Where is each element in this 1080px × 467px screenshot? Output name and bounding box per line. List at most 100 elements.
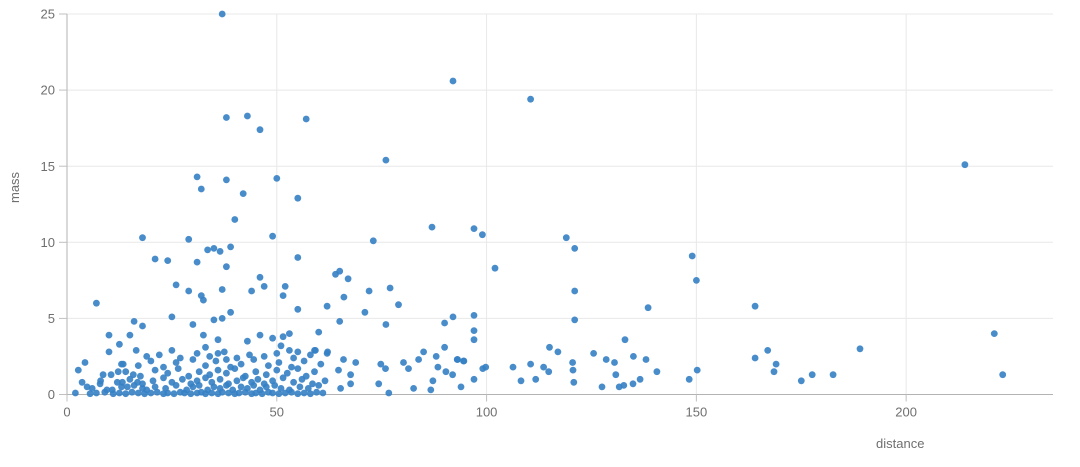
data-point (382, 321, 390, 328)
data-point (273, 175, 281, 182)
data-point (195, 368, 203, 376)
data-point (311, 368, 318, 376)
data-point (210, 316, 218, 324)
data-point (202, 343, 209, 351)
data-point (296, 383, 304, 391)
data-point (620, 382, 628, 389)
data-point (598, 383, 606, 391)
x-tick-label: 150 (686, 405, 708, 420)
data-point (688, 252, 696, 260)
data-point (562, 234, 570, 242)
y-tick-label: 25 (41, 7, 55, 22)
data-point (273, 350, 281, 357)
data-point (269, 334, 276, 342)
data-point (382, 156, 390, 164)
data-point (185, 287, 193, 295)
data-point (382, 365, 389, 372)
data-point (352, 359, 360, 366)
data-point (223, 176, 230, 184)
data-point (216, 375, 224, 383)
data-point (337, 385, 344, 392)
data-point (470, 225, 478, 233)
data-point (193, 173, 201, 181)
data-point (202, 362, 209, 369)
data-point (279, 292, 287, 299)
data-point (751, 354, 759, 362)
data-point (653, 368, 661, 376)
data-point (118, 360, 125, 368)
data-point (375, 380, 383, 388)
data-point (300, 389, 308, 397)
data-point (797, 377, 805, 385)
data-point (160, 363, 167, 371)
data-point (571, 316, 579, 324)
data-point (250, 356, 258, 363)
data-point (470, 336, 478, 344)
data-point (281, 283, 289, 290)
data-point (223, 369, 230, 377)
data-point (244, 385, 251, 392)
data-point (227, 243, 235, 251)
data-point (470, 312, 478, 319)
data-point (642, 356, 650, 363)
data-point (197, 185, 205, 193)
data-point (286, 386, 293, 394)
data-point (442, 368, 450, 376)
data-point (427, 386, 435, 394)
data-point (808, 371, 816, 379)
data-point (256, 273, 264, 281)
data-point (554, 348, 562, 356)
data-point (149, 377, 157, 385)
data-point (214, 336, 222, 344)
data-point (332, 270, 339, 278)
data-point (105, 348, 113, 356)
data-point (275, 390, 283, 398)
data-point (162, 385, 170, 392)
data-point (256, 126, 264, 134)
y-tick-label: 0 (48, 387, 55, 402)
x-tick-label: 50 (270, 405, 284, 420)
data-point (260, 380, 268, 388)
data-point (168, 347, 176, 354)
data-point (164, 369, 172, 377)
data-point (151, 366, 159, 374)
data-point (214, 350, 222, 357)
data-point (302, 372, 310, 380)
data-point (315, 382, 323, 389)
data-point (361, 308, 369, 316)
data-point (126, 375, 134, 383)
x-axis-label: distance (876, 436, 925, 451)
data-point (237, 383, 245, 391)
data-point (168, 378, 176, 386)
y-axis-label: mass (7, 171, 22, 203)
data-point (479, 231, 486, 239)
data-point (315, 328, 323, 336)
data-point (239, 190, 247, 198)
data-point (193, 350, 201, 357)
data-point (621, 336, 629, 344)
data-point (139, 322, 146, 330)
data-point (130, 382, 138, 389)
x-tick-label: 100 (476, 405, 498, 420)
data-point (74, 366, 82, 374)
data-point (307, 351, 314, 359)
data-point (254, 375, 262, 383)
data-point (214, 366, 222, 374)
data-point (283, 369, 291, 377)
data-point (204, 246, 212, 254)
data-point (449, 371, 456, 379)
data-point (602, 356, 610, 363)
data-point (441, 319, 448, 327)
y-tick-label: 5 (48, 311, 55, 326)
data-point (275, 359, 283, 366)
data-point (365, 287, 373, 295)
data-point (262, 371, 270, 379)
data-point (256, 331, 264, 339)
data-point (294, 348, 302, 356)
data-point (999, 371, 1007, 379)
data-point (347, 371, 354, 379)
data-point (319, 389, 327, 397)
x-tick-label: 200 (895, 405, 917, 420)
data-point (189, 356, 197, 363)
